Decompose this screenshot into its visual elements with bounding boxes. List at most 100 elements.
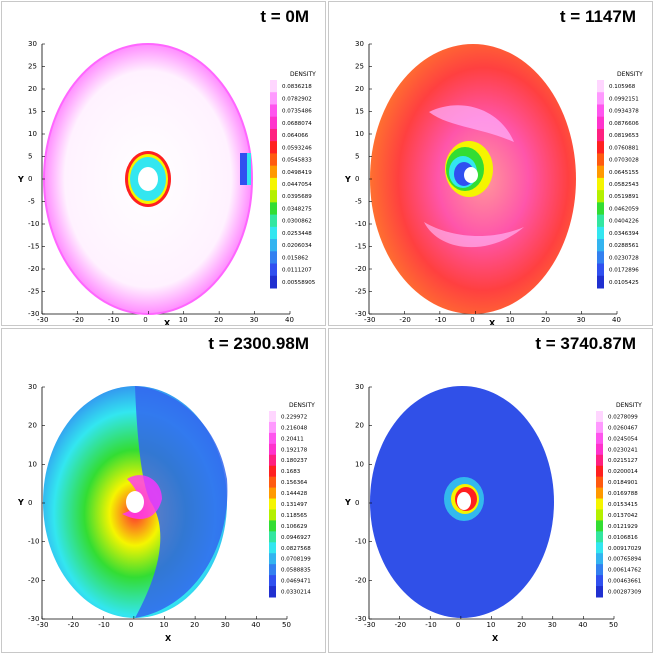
y-tick-label: -30 (28, 615, 39, 623)
x-tick-label: -10 (425, 621, 436, 629)
legend-swatch (269, 443, 276, 456)
x-tick-label: 10 (179, 316, 188, 324)
legend-value: 0.00917029 (608, 546, 642, 552)
x-tick-label: 40 (578, 621, 587, 629)
y-tick-label: -5 (355, 198, 362, 206)
legend-value: 0.106629 (281, 524, 308, 530)
x-ticks: -30 -20 -10 0 10 20 30 40 50 (364, 616, 618, 629)
x-tick-label: -20 (395, 621, 406, 629)
legend-swatch (269, 553, 276, 565)
legend-value: 0.0206034 (282, 243, 312, 249)
panel-t0: t = 0M -30 -20 -10 0 10 20 30 40 30 25 20 15 10 5 0 -5… (1, 1, 326, 326)
y-tick-label: 30 (28, 383, 37, 391)
legend-value: 0.0498419 (282, 170, 312, 176)
legend-swatch (270, 177, 277, 191)
x-tick-label: -10 (435, 316, 446, 324)
colorbar-legend: DENSITY 0.0836218 0.0782902 0.0735486 0.0688… (270, 71, 316, 289)
y-axis-label: Y (17, 498, 24, 507)
legend-value: 0.0245054 (608, 436, 638, 442)
y-tick-label: 20 (355, 422, 364, 430)
legend-value: 0.0760881 (609, 145, 639, 151)
y-tick-label: -20 (355, 576, 366, 584)
legend-value: 0.00558905 (282, 280, 316, 286)
legend-value: 0.192178 (281, 447, 308, 453)
legend-swatch (270, 128, 277, 142)
legend-value: 0.0404226 (609, 219, 639, 225)
y-tick-label: -30 (355, 615, 366, 623)
y-tick-label: -30 (28, 310, 39, 318)
legend-value: 0.0447054 (282, 182, 312, 188)
legend-swatch (269, 520, 276, 532)
spiral-arm (429, 105, 514, 142)
x-tick-label: -20 (399, 316, 410, 324)
x-tick-label: 40 (612, 316, 621, 324)
legend-swatch (269, 509, 276, 521)
y-tick-label: 25 (355, 63, 364, 71)
legend-swatch (269, 465, 276, 478)
x-axis-label: X (165, 634, 172, 643)
x-tick-label: 20 (190, 621, 199, 629)
x-tick-label: -30 (37, 621, 48, 629)
y-tick-label: 20 (355, 85, 364, 93)
density-plot: -30 -20 -10 0 10 20 30 40 30 25 20 15 10 5 0 -5 -10 -15 -… (17, 40, 316, 325)
legend-swatch (597, 165, 604, 179)
legend-swatch (597, 263, 604, 277)
legend-value: 0.229972 (281, 414, 307, 420)
legend-swatch (270, 263, 277, 277)
legend-value: 0.0992151 (609, 96, 639, 102)
panel-title: t = 2300.98M (208, 334, 309, 353)
legend-value: 0.064066 (282, 133, 309, 139)
legend-value: 0.0172896 (609, 268, 639, 274)
x-tick-label: -10 (108, 316, 119, 324)
x-tick-label: 20 (541, 316, 550, 324)
legend-swatch (270, 275, 277, 289)
y-axis-label: Y (17, 175, 24, 184)
y-tick-label: -10 (28, 220, 39, 228)
legend-value: 0.0288561 (609, 243, 639, 249)
y-tick-label: 25 (28, 63, 37, 71)
legend-swatch (596, 509, 603, 521)
legend-value: 0.0278099 (608, 414, 638, 420)
legend-value: 0.0934378 (609, 109, 639, 115)
legend-swatch (596, 465, 603, 478)
legend-value: 0.144428 (281, 491, 308, 497)
x-tick-label: -30 (364, 316, 375, 324)
legend-swatch (270, 153, 277, 167)
y-tick-label: -25 (28, 288, 39, 296)
x-tick-label: 30 (250, 316, 259, 324)
x-tick-label: 10 (160, 621, 169, 629)
legend-swatch (269, 575, 276, 587)
legend-swatch (597, 251, 604, 265)
y-tick-label: 10 (28, 130, 37, 138)
y-tick-label: -10 (355, 220, 366, 228)
legend-value: 0.0153415 (608, 502, 638, 508)
central-hole (126, 491, 144, 513)
legend-swatch (596, 454, 603, 467)
x-tick-label: -10 (98, 621, 109, 629)
legend-value: 0.1683 (281, 469, 301, 475)
legend-value: 0.0137042 (608, 513, 638, 519)
x-tick-label: -20 (68, 621, 79, 629)
y-tick-label: 15 (28, 108, 37, 116)
legend-swatch (596, 443, 603, 456)
legend-value: 0.0169788 (608, 491, 638, 497)
legend-value: 0.0330214 (281, 590, 311, 596)
legend-swatch (269, 432, 276, 445)
x-tick-label: 0 (456, 621, 460, 629)
low-density-region (135, 386, 228, 618)
legend-title: DENSITY (617, 71, 643, 78)
x-tick-label: 30 (548, 621, 557, 629)
legend-swatch (597, 190, 604, 203)
colorbar-legend: DENSITY 0.0278099 0.0260467 0.0245054 0.0230… (596, 402, 642, 598)
legend-swatch (596, 411, 603, 423)
legend-value: 0.0106816 (608, 535, 638, 541)
central-hole (464, 167, 478, 183)
legend-title: DENSITY (290, 71, 316, 78)
legend-title: DENSITY (616, 402, 642, 409)
legend-swatch (269, 487, 276, 500)
x-ticks: -30 -20 -10 0 10 20 30 40 (364, 311, 621, 324)
legend-swatch (596, 575, 603, 587)
y-tick-label: 10 (28, 460, 37, 468)
legend-value: 0.0253448 (282, 231, 312, 237)
